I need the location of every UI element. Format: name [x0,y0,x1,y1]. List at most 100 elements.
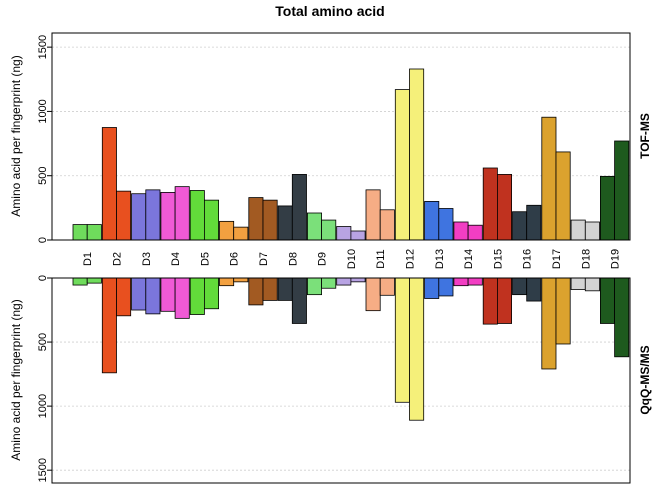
top-y-tick-label: 1500 [37,35,49,59]
bottom-bar-d15-2 [496,277,512,324]
category-label-d17: D17 [551,249,563,269]
category-label-d15: D15 [492,249,504,269]
top-bar-d10-1 [336,226,352,241]
bottom-bar-d6-1 [219,277,235,287]
bottom-bar-d14-2 [467,277,483,286]
bottom-bar-d2-2 [116,277,132,317]
category-label-d1: D1 [82,252,94,266]
bottom-y-tick-label: 500 [37,333,49,351]
top-bar-d5-2 [203,199,219,241]
category-label-d14: D14 [463,249,475,269]
category-label-d6: D6 [229,252,241,266]
bottom-bar-d3-2 [145,277,161,315]
bottom-y-axis-label: Amino acid per fingerprint (ng) [9,299,23,460]
top-bar-d17-2 [555,151,571,241]
top-panel-label: TOF-MS [638,113,652,159]
top-y-tick-label: 1000 [37,99,49,123]
bottom-bar-d8-1 [277,277,293,301]
top-bar-d2-1 [101,127,117,241]
top-bar-d5-1 [189,190,205,241]
top-bar-d9-1 [306,212,322,241]
top-bar-d8-1 [277,205,293,241]
bottom-panel-frame [51,277,631,484]
top-bar-d11-1 [365,189,381,241]
top-bar-d19-2 [614,140,630,241]
top-bar-d11-2 [379,209,395,241]
top-bar-d12-1 [394,89,410,241]
top-bar-d10-2 [350,230,366,241]
top-bar-d4-2 [174,186,190,241]
top-bar-d15-1 [482,167,498,241]
bottom-bar-d16-2 [526,277,542,302]
top-bar-d6-1 [219,220,235,241]
category-label-d4: D4 [170,252,182,266]
bottom-y-tick-label: 0 [37,275,49,281]
top-bar-d13-2 [438,208,454,241]
top-bar-d12-2 [409,68,425,241]
top-y-axis-label: Amino acid per fingerprint (ng) [9,55,23,216]
top-panel-frame [51,32,631,241]
bottom-bar-d6-2 [233,277,249,283]
top-bar-d13-1 [424,201,440,241]
top-bar-d18-1 [570,219,586,241]
category-label-d10: D10 [346,249,358,269]
category-label-d9: D9 [317,252,329,266]
top-panel: 0 500 1000 1500 Amino acid per fingerprint … [9,32,652,243]
category-label-d7: D7 [258,252,270,266]
top-bar-d4-1 [160,192,176,241]
top-bar-d17-1 [541,116,557,241]
bottom-bar-d10-1 [336,277,352,286]
bottom-bar-d10-2 [350,277,366,283]
bottom-y-tick-label: 1500 [37,458,49,482]
top-bar-d7-2 [262,199,278,241]
bottom-bar-d4-1 [160,277,176,312]
category-label-d18: D18 [580,249,592,269]
bottom-bar-d13-2 [438,277,454,297]
bottom-bar-d12-2 [409,277,425,421]
bottom-bar-d19-2 [614,277,630,358]
bottom-bar-d7-2 [262,277,278,301]
bottom-bar-d18-1 [570,277,586,290]
top-bar-d14-2 [467,224,483,241]
bottom-panel: 0 500 1000 1500 Amino acid per fingerprint … [9,275,652,484]
category-label-d16: D16 [522,249,534,269]
top-bar-d15-2 [496,174,512,241]
top-bar-d2-2 [116,190,132,241]
top-bar-d8-2 [291,174,307,241]
bottom-bar-d4-2 [174,277,190,319]
bottom-bar-d17-2 [555,277,571,345]
top-bar-d7-1 [248,197,264,241]
category-label-d12: D12 [405,249,417,269]
bottom-bar-d13-1 [424,277,440,299]
bottom-bar-d11-2 [379,277,395,296]
bottom-bar-d17-1 [541,277,557,370]
category-label-d2: D2 [112,252,124,266]
category-label-d13: D13 [434,249,446,269]
top-bar-d1-2 [86,224,102,241]
bottom-bar-d11-1 [365,277,381,312]
bottom-bar-d9-2 [321,277,337,289]
chart-title: Total amino acid [275,3,384,19]
category-label-d11: D11 [375,249,387,268]
bottom-bar-d16-1 [512,277,528,296]
bottom-bar-d9-1 [306,277,322,296]
top-bar-d16-2 [526,204,542,241]
bottom-bar-d18-2 [584,277,600,292]
bottom-bar-d7-1 [248,277,264,306]
bottom-bar-d5-2 [203,277,219,310]
bottom-bar-d15-1 [482,277,498,325]
top-bar-d18-2 [584,221,600,241]
top-y-tick-label: 0 [37,237,49,243]
top-bar-d6-2 [233,226,249,241]
category-label-d5: D5 [199,252,211,266]
bottom-bar-d5-1 [189,277,205,315]
category-label-d19: D19 [610,249,622,269]
top-bar-d14-1 [453,221,469,241]
bottom-bar-d2-1 [101,277,117,374]
bottom-bar-d8-2 [291,277,307,324]
category-labels: D1 D2 D3 D4 D5 D6 D7 D8 D9 D10 D11 D12 D13 D14 D15 D16 D… [82,249,621,269]
bottom-panel-label: QqQ-MS/MS [638,345,652,414]
bottom-bar-d1-2 [86,277,102,284]
top-bar-d1-1 [72,224,88,241]
